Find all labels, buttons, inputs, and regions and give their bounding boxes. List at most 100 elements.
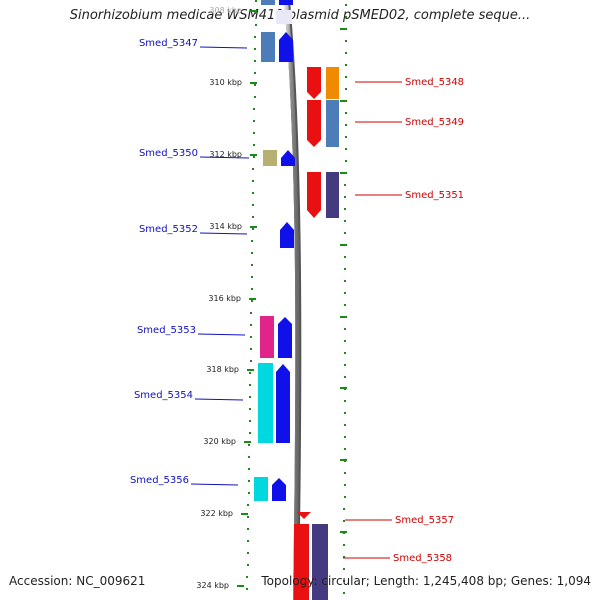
gene-label-left[interactable]: Smed_5356: [130, 475, 189, 486]
track-dot: [343, 568, 345, 570]
gene-label-right[interactable]: Smed_5358: [393, 553, 452, 564]
gene-arrow[interactable]: [279, 32, 293, 62]
gene-block[interactable]: [263, 150, 277, 166]
track-dot: [345, 52, 347, 54]
track-dot: [252, 192, 254, 194]
track-dot: [254, 84, 256, 86]
track-dot: [251, 252, 253, 254]
track-dot: [249, 396, 251, 398]
track-dot: [248, 468, 250, 470]
scale-tick: [237, 585, 244, 587]
track-dot: [344, 268, 346, 270]
gene-block[interactable]: [254, 477, 268, 501]
gene-label-left[interactable]: Smed_5352: [139, 224, 198, 235]
track-dot: [248, 492, 250, 494]
gene-label-right[interactable]: Smed_5357: [395, 515, 454, 526]
gene-label-left[interactable]: Smed_5350: [139, 148, 198, 159]
track-dot: [254, 36, 256, 38]
gene-label-leader: [199, 232, 248, 235]
gene-arrow[interactable]: [279, 0, 293, 5]
track-dot: [345, 76, 347, 78]
gene-block[interactable]: [260, 316, 274, 358]
gene-arrow[interactable]: [278, 317, 292, 358]
track-dot: [249, 384, 251, 386]
scale-tick: [340, 100, 347, 102]
gene-block[interactable]: [258, 363, 273, 443]
track-dot: [253, 132, 255, 134]
track-dot: [253, 144, 255, 146]
track-dot: [249, 420, 251, 422]
track-dot: [253, 120, 255, 122]
track-dot: [254, 48, 256, 50]
scale-tick: [247, 369, 254, 371]
gene-arrow[interactable]: [272, 478, 286, 501]
track-dot: [247, 516, 249, 518]
track-dot: [344, 412, 346, 414]
track-dot: [344, 340, 346, 342]
accession-label: Accession: NC_009621: [9, 574, 146, 588]
track-dot: [250, 348, 252, 350]
track-dot: [247, 564, 249, 566]
track-dot: [345, 16, 347, 18]
gene-arrow[interactable]: [297, 512, 311, 519]
gene-block[interactable]: [261, 32, 275, 62]
scale-tick: [340, 316, 347, 318]
track-dot: [255, 12, 257, 14]
track-dot: [247, 552, 249, 554]
track-dot: [344, 424, 346, 426]
scale-label: 320 kbp: [203, 437, 236, 446]
track-dot: [254, 96, 256, 98]
track-dot: [250, 312, 252, 314]
track-dot: [344, 484, 346, 486]
right-features: [294, 67, 339, 600]
scale-tick: [249, 298, 256, 300]
gene-arrow[interactable]: [276, 364, 290, 443]
left-features: [254, 0, 277, 501]
gene-label-leader: [197, 333, 246, 336]
track-dot: [344, 292, 346, 294]
gene-arrow[interactable]: [307, 172, 321, 218]
backbone-arc-highlight: [284, 0, 300, 600]
gene-labels-right: Smed_5348 Smed_5349 Smed_5351 Smed_5357 Smed…: [343, 77, 464, 564]
gene-block[interactable]: [326, 100, 339, 147]
track-dot: [344, 232, 346, 234]
gene-label-right[interactable]: Smed_5349: [405, 117, 464, 128]
gene-arrow[interactable]: [307, 67, 321, 99]
gene-label-right[interactable]: Smed_5348: [405, 77, 464, 88]
track-dot: [345, 4, 347, 6]
track-dot: [344, 364, 346, 366]
scale-tick: [340, 531, 347, 533]
scale-tick: [340, 387, 347, 389]
track-dot: [344, 280, 346, 282]
gene-labels-left: Smed_5347 Smed_5350 Smed_5352 Smed_5353 Smed…: [130, 38, 250, 486]
gene-label-left[interactable]: Smed_5354: [134, 390, 193, 401]
gene-block[interactable]: [261, 0, 275, 5]
scale-tick: [340, 28, 347, 30]
gene-block[interactable]: [326, 67, 339, 99]
track-dot: [343, 592, 345, 594]
scale-tick: [250, 154, 257, 156]
gene-label-right[interactable]: Smed_5351: [405, 190, 464, 201]
gene-block[interactable]: [312, 524, 328, 600]
gene-block[interactable]: [326, 172, 339, 218]
track-dot: [343, 580, 345, 582]
scale-label: 314 kbp: [209, 222, 242, 231]
track-dot: [249, 408, 251, 410]
gene-arrow[interactable]: [307, 100, 321, 147]
track-dot: [344, 352, 346, 354]
gene-arrow[interactable]: [280, 222, 294, 248]
gene-label-left[interactable]: Smed_5353: [137, 325, 196, 336]
track-dot: [252, 168, 254, 170]
track-dot: [255, 24, 257, 26]
track-dot: [246, 576, 248, 578]
track-dot: [249, 432, 251, 434]
track-dot: [250, 324, 252, 326]
scale-tick: [250, 10, 257, 12]
scale-label: 310 kbp: [209, 78, 242, 87]
gene-block[interactable]: [294, 524, 309, 600]
gene-label-left[interactable]: Smed_5347: [139, 38, 198, 49]
track-dot: [344, 448, 346, 450]
gene-arrow[interactable]: [281, 150, 295, 166]
scale-label: 322 kbp: [200, 509, 233, 518]
